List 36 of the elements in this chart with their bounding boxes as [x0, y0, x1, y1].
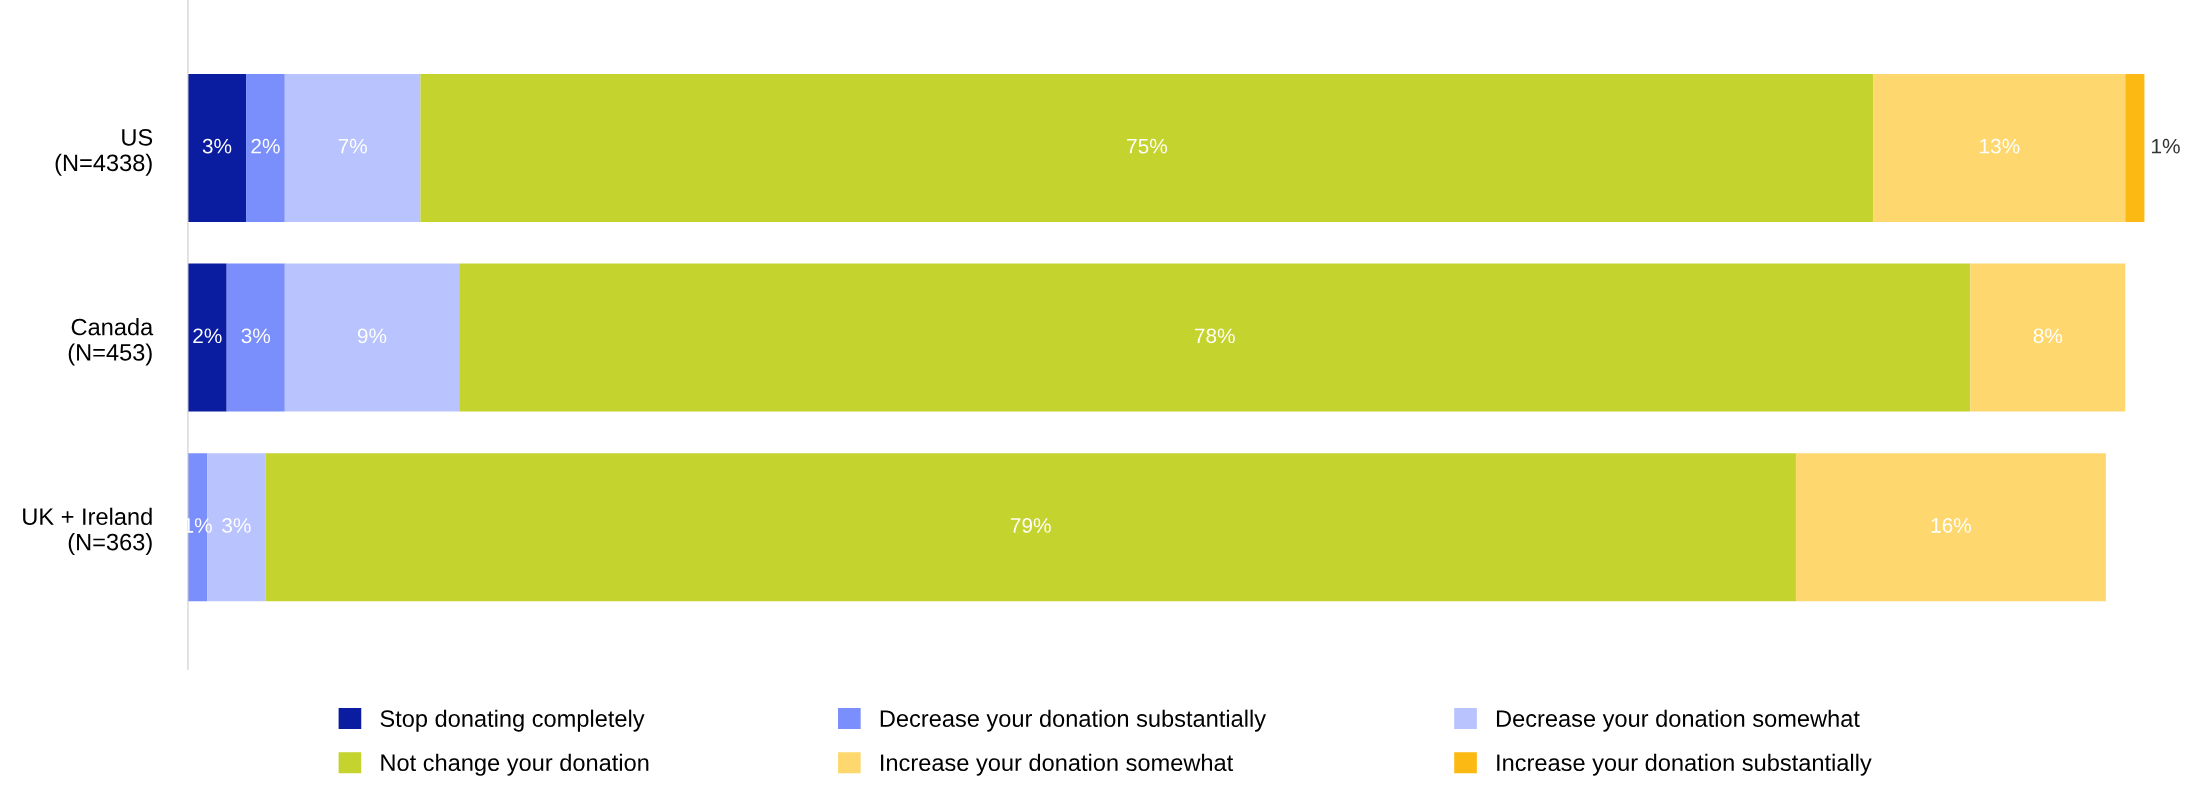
- legend-label: Not change your donation: [381, 753, 649, 776]
- y-tick-label: US (N=4338): [55, 128, 153, 176]
- legend-label: Increase your donation somewhat: [881, 753, 1234, 776]
- data-label: 16%: [1931, 518, 1972, 533]
- data-label: 13%: [1980, 138, 2020, 154]
- bar: [246, 73, 285, 222]
- legend-label: Decrease your donation somewhat: [1496, 709, 1860, 732]
- bar: [265, 453, 1796, 602]
- bar: [1795, 453, 2106, 602]
- bar: [284, 263, 460, 412]
- bar: [1970, 263, 2126, 412]
- data-label: 8%: [2033, 328, 2063, 344]
- y-tick-label: UK + Ireland (N=363): [23, 507, 152, 556]
- legend-label: Decrease your donation substantially: [880, 709, 1266, 732]
- data-label: 2%: [193, 328, 222, 344]
- data-label: 75%: [1127, 138, 1168, 154]
- data-label: 2%: [251, 138, 280, 154]
- data-label: 3%: [241, 328, 271, 344]
- data-label: 3%: [202, 138, 232, 154]
- data-label: 9%: [357, 328, 387, 344]
- y-tick-label: Canada (N=453): [68, 318, 154, 366]
- data-label: 7%: [338, 138, 367, 154]
- bar: [187, 73, 247, 222]
- bar: [1873, 73, 2126, 222]
- bar: [2125, 73, 2145, 222]
- bar: [420, 73, 1874, 222]
- data-label: 1%: [2152, 138, 2180, 154]
- legend-label: Stop donating completely: [380, 709, 645, 732]
- bar: [459, 263, 1971, 412]
- data-label: 79%: [1010, 518, 1051, 533]
- legend-label: Increase your donation substantially: [1497, 753, 1872, 776]
- bar: [226, 263, 285, 412]
- bar: [284, 73, 421, 222]
- bar: [187, 263, 227, 412]
- data-label: 3%: [222, 518, 251, 533]
- data-label: 78%: [1194, 328, 1235, 344]
